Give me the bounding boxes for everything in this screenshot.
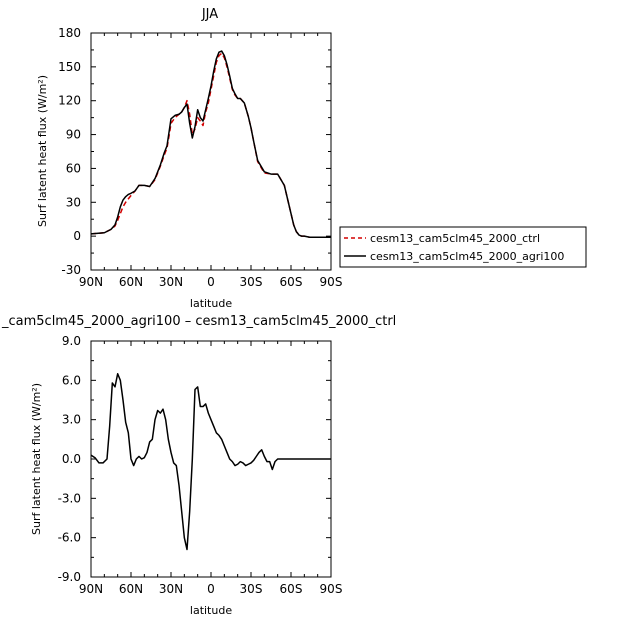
bottom-y-tick-label: -6.0: [58, 531, 81, 545]
bottom-x-tick-label: 30S: [240, 582, 263, 596]
top-plot-area: 90N 60N 30N 0 30S 60S 90S -30 0 30 60 90 120 150 180: [58, 26, 342, 289]
top-x-tick-label: 60S: [280, 275, 303, 289]
top-x-tick-label: 90N: [79, 275, 103, 289]
bottom-y-tick-label: 3.0: [62, 413, 81, 427]
legend: cesm13_cam5clm45_2000_ctrl cesm13_cam5cl…: [339, 226, 587, 268]
top-y-tick-label: 120: [58, 94, 81, 108]
bottom-plot-area: 90N 60N 30N 0 30S 60S 90S -9.0 -6.0 -3.0 0.0 3.0 6.0…: [58, 334, 343, 596]
bottom-x-tick-label: 60N: [119, 582, 143, 596]
top-x-tick-label: 30N: [159, 275, 183, 289]
legend-label-agri100: cesm13_cam5clm45_2000_agri100: [370, 250, 564, 263]
legend-box: [339, 226, 587, 268]
legend-label-ctrl: cesm13_cam5clm45_2000_ctrl: [370, 232, 540, 245]
top-x-tick-label: 30S: [240, 275, 263, 289]
bottom-y-tick-label: 9.0: [62, 334, 81, 348]
bottom-x-tick-label: 30N: [159, 582, 183, 596]
top-series-line-1: [90, 50, 331, 239]
bottom-panel: _cam5clm45_2000_agri100 – cesm13_cam5clm…: [1, 314, 396, 617]
top-y-tick-label: 180: [58, 26, 81, 40]
top-y-tick-label: 0: [73, 229, 81, 243]
bottom-x-tick-label: 60S: [280, 582, 303, 596]
top-y-tick-label: 150: [58, 60, 81, 74]
top-series-line-0: [90, 52, 331, 239]
top-x-tick-label: 0: [207, 275, 215, 289]
bottom-y-tick-label: 0.0: [62, 452, 81, 466]
bottom-xlabel: latitude: [190, 604, 232, 617]
bottom-plot-frame: [90, 340, 332, 578]
top-x-tick-label: 90S: [320, 275, 343, 289]
bottom-y-tick-label: -3.0: [58, 491, 81, 505]
bottom-x-tick-label: 90S: [320, 582, 343, 596]
top-plot-frame: [90, 32, 332, 271]
top-x-tick-label: 60N: [119, 275, 143, 289]
top-ylabel: Surf latent heat flux (W/m²): [36, 75, 49, 227]
top-y-tick-label: 60: [66, 161, 81, 175]
top-title: JJA: [201, 7, 218, 22]
top-panel: JJA 90N 60N 30N 0 30S 60S 90S -30 0 30 60 90 120 150 1…: [36, 7, 342, 310]
top-y-tick-label: -30: [61, 263, 81, 277]
bottom-title: _cam5clm45_2000_agri100 – cesm13_cam5clm…: [1, 314, 396, 329]
top-y-tick-label: 30: [66, 195, 81, 209]
bottom-y-tick-label: 6.0: [62, 373, 81, 387]
top-xlabel: latitude: [190, 297, 232, 310]
bottom-series-line-0: [90, 373, 331, 551]
top-y-tick-label: 90: [66, 128, 81, 142]
bottom-ylabel: Surf latent heat flux (W/m²): [30, 383, 43, 535]
bottom-x-tick-label: 0: [207, 582, 215, 596]
bottom-y-tick-label: -9.0: [58, 570, 81, 584]
bottom-x-tick-label: 90N: [79, 582, 103, 596]
